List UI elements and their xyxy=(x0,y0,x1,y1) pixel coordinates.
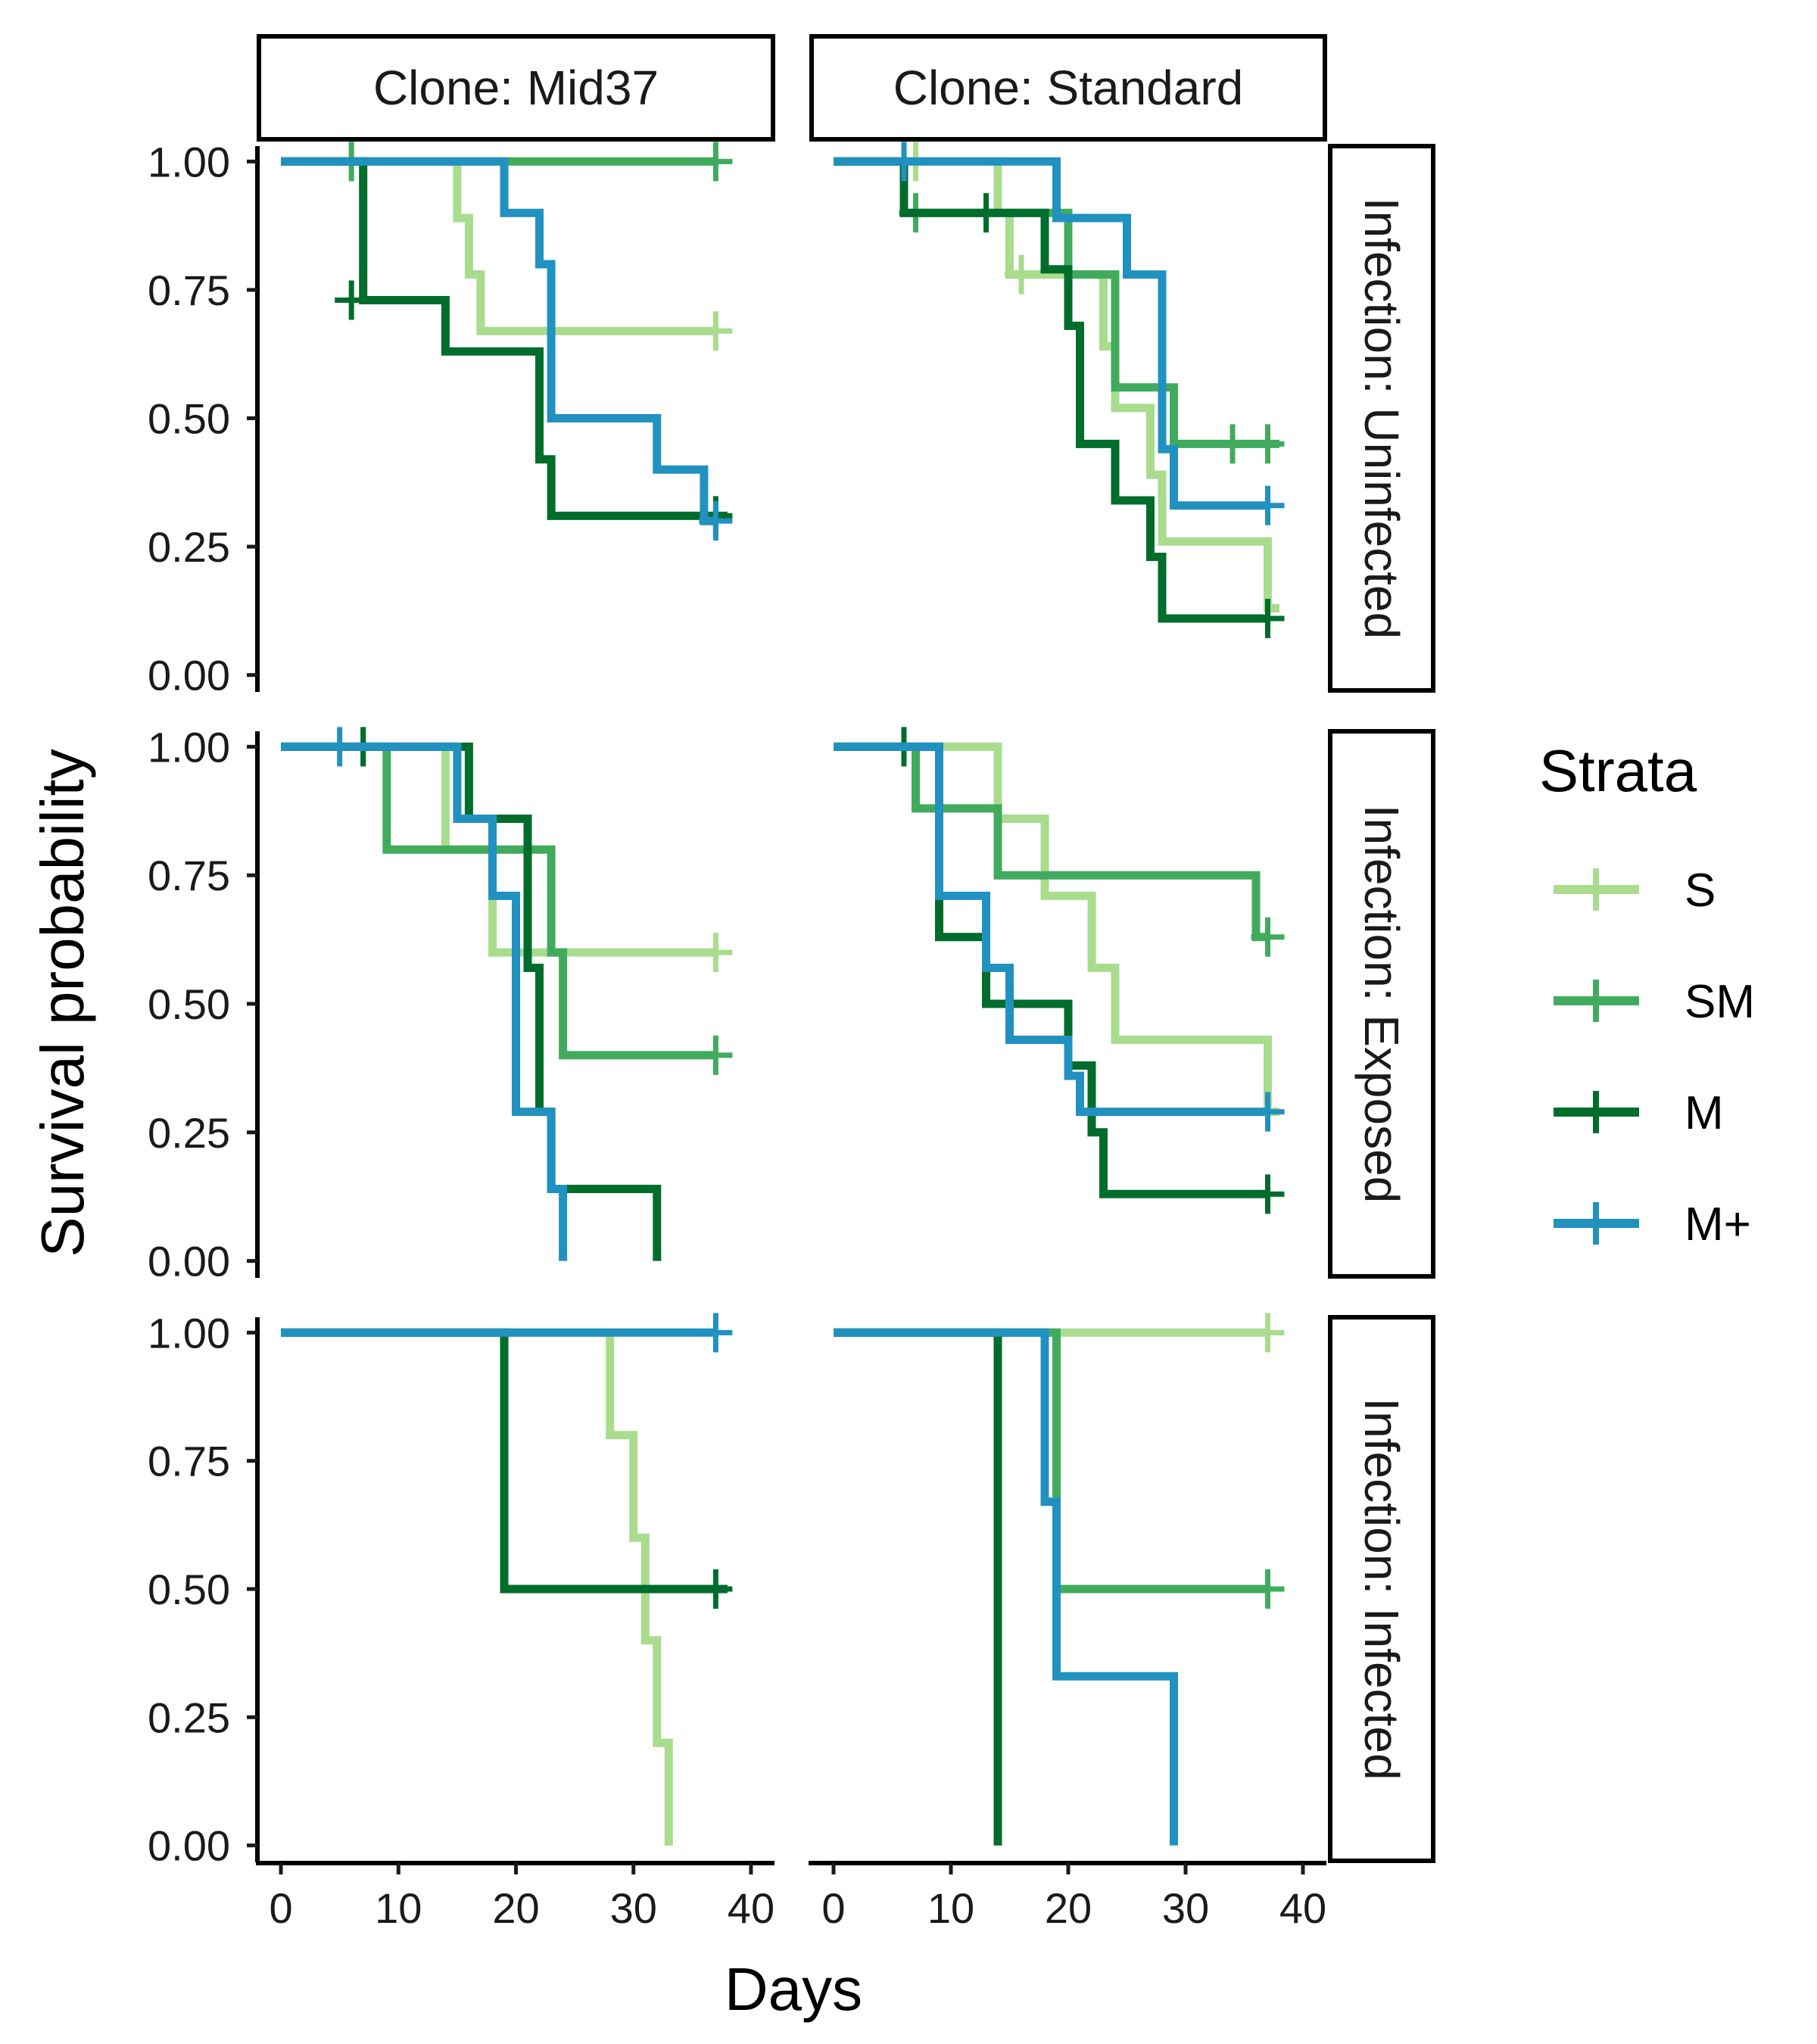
y-tick-label-2-1: 0.25 xyxy=(148,1693,230,1741)
censor-mark-SM-panel-0-1 xyxy=(699,142,733,182)
row-strip-box-0 xyxy=(1328,144,1435,693)
curve-S-panel-0 xyxy=(281,157,716,335)
censor-mark-M+-panel-1-1 xyxy=(1251,485,1285,525)
row-strip-label-0: Infection: Uninfected xyxy=(1354,198,1409,639)
curve-M+-panel-5 xyxy=(834,1328,1178,1846)
censor-mark-M+-panel-2-0 xyxy=(323,727,357,767)
censor-mark-S-panel-0-0 xyxy=(699,311,733,351)
censor-mark-SM-panel-1-1 xyxy=(1216,424,1249,464)
column-strip-box-0 xyxy=(257,34,775,142)
censor-mark-SM-panel-3-1 xyxy=(1251,917,1285,957)
y-tick-label-2-2: 0.50 xyxy=(148,1566,230,1613)
y-tick-label-0-0: 0.00 xyxy=(148,652,230,700)
censor-mark-M+-panel-3-0 xyxy=(1251,1092,1285,1132)
x-axis-title: Days xyxy=(725,1955,862,2023)
censor-mark-M+-panel-0-0 xyxy=(699,501,733,541)
legend-label-2: M xyxy=(1685,1087,1724,1139)
censor-mark-M-panel-0-0 xyxy=(335,280,369,320)
censor-mark-M-panel-1-0 xyxy=(969,193,1003,233)
curve-M-panel-5 xyxy=(834,1328,1002,1846)
curve-M-panel-0 xyxy=(281,157,728,520)
censor-mark-SM-panel-1-2 xyxy=(1251,424,1285,464)
x-tick-label-0-4: 40 xyxy=(728,1884,774,1932)
row-strip-label-2: Infection: Infected xyxy=(1354,1397,1409,1780)
curve-S-panel-3 xyxy=(834,742,1279,1117)
y-tick-label-0-2: 0.50 xyxy=(148,395,230,443)
column-strip-box-1 xyxy=(809,34,1327,142)
curve-SM-panel-3 xyxy=(834,742,1268,942)
x-tick-label-0-1: 10 xyxy=(375,1884,422,1932)
censor-mark-M-panel-3-1 xyxy=(1251,1174,1285,1214)
y-tick-label-0-1: 0.25 xyxy=(148,523,230,571)
censor-mark-S-panel-5-0 xyxy=(1251,1313,1285,1353)
curve-M+-panel-2 xyxy=(281,742,568,1261)
x-tick-label-1-0: 0 xyxy=(821,1884,845,1932)
curve-M+-panel-3 xyxy=(834,742,1268,1117)
y-tick-label-1-3: 0.75 xyxy=(148,852,230,899)
curve-S-panel-1 xyxy=(834,157,1279,612)
legend-title: Strata xyxy=(1539,737,1697,804)
censor-mark-SM-panel-5-0 xyxy=(1251,1569,1285,1609)
y-tick-label-1-2: 0.50 xyxy=(148,980,230,1028)
curve-M+-panel-1 xyxy=(834,157,1268,510)
y-tick-label-0-4: 1.00 xyxy=(148,138,230,185)
curve-M-panel-1 xyxy=(834,157,1268,623)
x-tick-label-1-2: 20 xyxy=(1045,1884,1092,1932)
curve-SM-panel-5 xyxy=(834,1328,1268,1594)
y-tick-label-1-0: 0.00 xyxy=(148,1238,230,1285)
x-tick-label-0-3: 30 xyxy=(610,1884,657,1932)
censor-mark-M+-panel-1-0 xyxy=(887,142,921,182)
x-tick-label-0-2: 20 xyxy=(492,1884,539,1932)
curve-M-panel-2 xyxy=(281,742,662,1261)
row-strip-label-1: Infection: Exposed xyxy=(1354,805,1409,1204)
y-tick-label-2-4: 1.00 xyxy=(148,1309,230,1357)
curve-M-panel-3 xyxy=(834,742,1268,1198)
x-tick-label-1-1: 10 xyxy=(927,1884,974,1932)
censor-mark-S-panel-2-0 xyxy=(699,933,733,973)
censor-mark-SM-panel-2-1 xyxy=(699,1035,733,1075)
column-strip-label-1: Clone: Standard xyxy=(893,61,1244,115)
y-tick-label-0-3: 0.75 xyxy=(148,266,230,314)
y-tick-label-2-3: 0.75 xyxy=(148,1438,230,1485)
curve-SM-panel-2 xyxy=(281,742,716,1060)
row-strip-box-1 xyxy=(1328,729,1435,1279)
x-tick-label-1-4: 40 xyxy=(1279,1884,1326,1932)
censor-mark-M-panel-1-1 xyxy=(1251,599,1285,639)
curve-S-panel-4 xyxy=(281,1328,673,1846)
legend-label-1: SM xyxy=(1685,976,1755,1028)
row-strip-box-2 xyxy=(1328,1315,1435,1863)
curve-M+-panel-0 xyxy=(281,157,716,525)
y-axis-title: Survival probability xyxy=(29,749,96,1257)
y-tick-label-1-1: 0.25 xyxy=(148,1109,230,1157)
x-tick-label-1-3: 30 xyxy=(1162,1884,1209,1932)
curve-M-panel-4 xyxy=(281,1328,728,1594)
y-tick-label-2-0: 0.00 xyxy=(148,1822,230,1870)
y-tick-label-1-4: 1.00 xyxy=(148,723,230,771)
column-strip-label-0: Clone: Mid37 xyxy=(373,61,659,115)
censor-mark-M+-panel-4-0 xyxy=(699,1313,733,1353)
censor-mark-S-panel-1-1 xyxy=(1005,254,1038,294)
x-tick-label-0-0: 0 xyxy=(269,1884,292,1932)
censor-mark-M-panel-4-0 xyxy=(699,1569,733,1609)
legend-label-0: S xyxy=(1685,865,1716,917)
legend-label-3: M+ xyxy=(1685,1198,1751,1251)
